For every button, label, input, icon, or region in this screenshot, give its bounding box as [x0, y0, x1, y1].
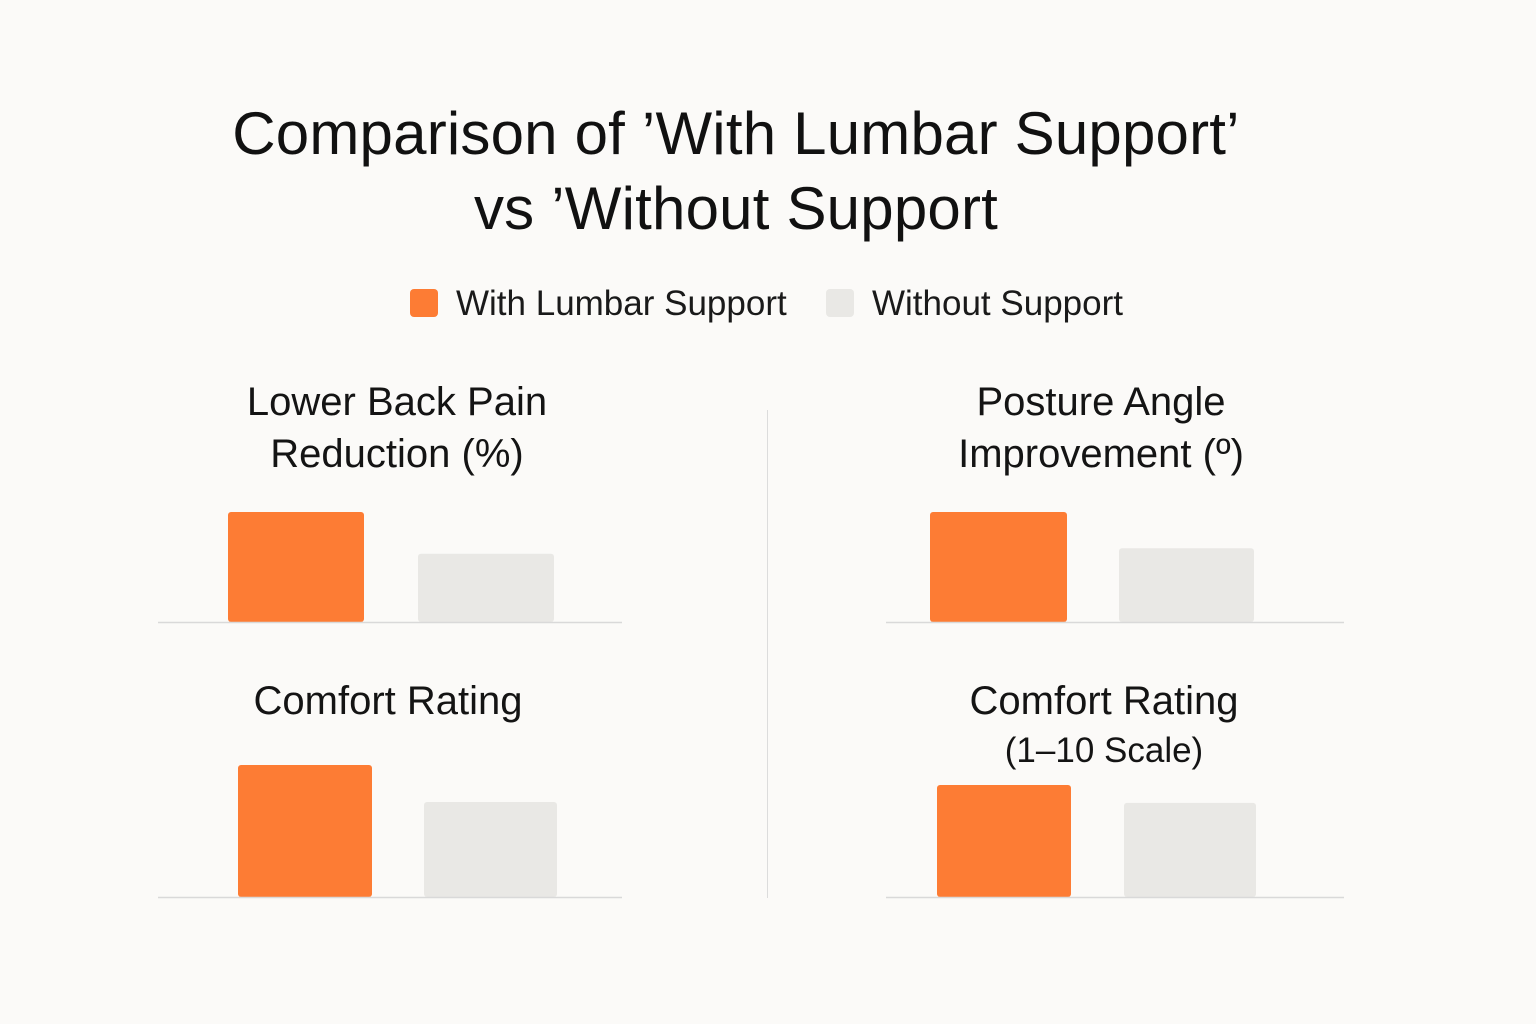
legend-label-without-support: Without Support	[872, 284, 1123, 323]
panel-divider	[767, 410, 768, 898]
bar-comfort-rating-left-with-lumbar-support	[238, 765, 372, 897]
bar-lower-back-pain-without-support	[418, 553, 554, 622]
panel-title-line: Improvement (º)	[958, 432, 1244, 476]
bar-comfort-rating-right-without-support	[1124, 802, 1256, 897]
panel-subtitle: (1–10 Scale)	[1004, 731, 1204, 770]
bar-panel-posture-angle	[886, 512, 1344, 624]
bar-posture-angle-with-lumbar-support	[930, 512, 1067, 622]
panel-title-line: Comfort Rating	[969, 679, 1239, 723]
legend-label-with-lumbar-support: With Lumbar Support	[456, 284, 787, 323]
panel-title-posture-angle: Posture Angle Improvement (º)	[886, 376, 1316, 480]
panel-title-line: Reduction (%)	[270, 432, 524, 476]
panel-title-line: Lower Back Pain	[246, 380, 548, 424]
panel-title-lower-back-pain: Lower Back Pain Reduction (%)	[158, 376, 636, 480]
bar-panel-comfort-rating-left	[158, 765, 622, 899]
chart-title-line-1: Comparison of ’With Lumbar Support’	[232, 100, 1240, 167]
legend-swatch-without-support	[826, 289, 854, 317]
bar-comfort-rating-right-with-lumbar-support	[937, 785, 1071, 897]
chart-title-line-2: vs ’Without Support	[473, 175, 999, 242]
bar-lower-back-pain-with-lumbar-support	[228, 512, 364, 622]
panel-title-line: Posture Angle	[976, 380, 1226, 424]
panel-title-comfort-rating-left: Comfort Rating	[148, 675, 628, 727]
legend: With Lumbar Support Without Support	[0, 284, 1536, 324]
chart-title: Comparison of ’With Lumbar Support’ vs ’…	[0, 96, 1472, 246]
panel-title-comfort-rating-right: Comfort Rating (1–10 Scale)	[886, 675, 1322, 775]
bar-panel-lower-back-pain	[158, 512, 622, 624]
bar-panel-comfort-rating-right	[886, 785, 1344, 899]
bar-comfort-rating-left-without-support	[424, 801, 557, 897]
panel-title-line: Comfort Rating	[253, 679, 523, 723]
legend-swatch-with-lumbar-support	[410, 289, 438, 317]
bar-posture-angle-without-support	[1119, 548, 1254, 622]
